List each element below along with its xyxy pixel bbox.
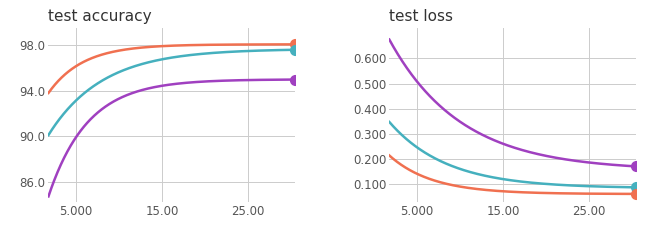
Text: test loss: test loss [390,9,453,24]
Text: test accuracy: test accuracy [48,9,152,24]
